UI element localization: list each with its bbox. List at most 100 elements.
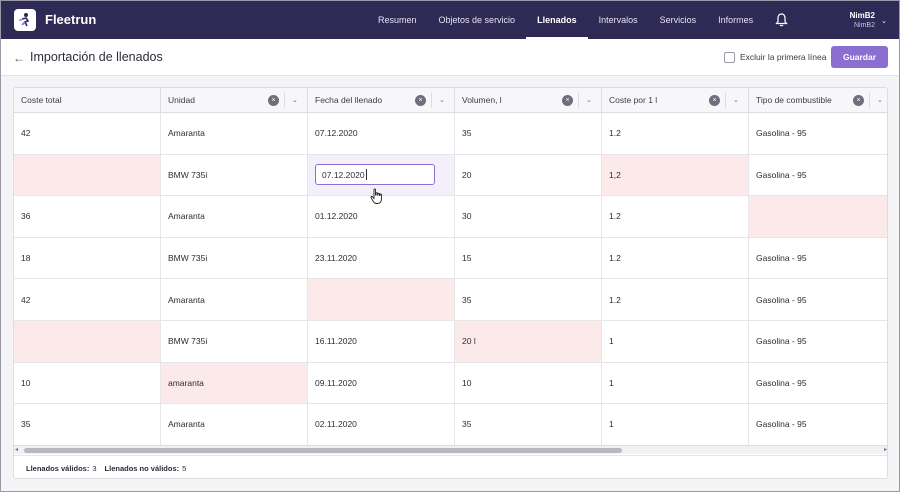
table-cell[interactable]: 1 (602, 404, 749, 445)
table-cell[interactable]: 1,2 (602, 154, 749, 196)
table-cell[interactable]: Gasolina - 95 (749, 238, 887, 279)
table-cell[interactable]: Amaranta (161, 404, 308, 445)
table-cell[interactable]: 1 (602, 321, 749, 362)
nav-servicios[interactable]: Servicios (659, 15, 697, 25)
chevron-down-icon[interactable]: ⌄ (877, 97, 883, 104)
cell-edit-input[interactable]: 07.12.2020 (315, 164, 435, 186)
table-cell[interactable]: 16.11.2020 (308, 321, 455, 362)
chevron-down-icon[interactable]: ⌄ (733, 97, 739, 104)
table-cell[interactable]: 35 (14, 404, 161, 445)
column-header-volumen-l[interactable]: Volumen, l × ⌄ (455, 88, 602, 113)
clear-column-icon[interactable]: × (562, 95, 573, 106)
header-divider (725, 93, 726, 108)
table-cell[interactable]: 18 (14, 237, 161, 279)
back-arrow-icon[interactable]: ← (13, 51, 25, 65)
nav-resumen[interactable]: Resumen (378, 15, 417, 25)
hand-cursor-icon (370, 188, 382, 204)
table-row: 36 Amaranta 01.12.2020 30 1.2 (14, 196, 887, 238)
nav-llenados[interactable]: Llenados (526, 1, 588, 39)
save-button[interactable]: Guardar (831, 46, 888, 68)
header-divider (284, 93, 285, 108)
clear-column-icon[interactable]: × (853, 95, 864, 106)
invalid-fills-label: Llenados no válidos: (104, 463, 180, 473)
bell-icon[interactable] (775, 13, 788, 27)
table-row: 42 Amaranta 35 1.2 Gasolina - 95 (14, 279, 887, 321)
table-cell[interactable]: 09.11.2020 (308, 362, 455, 404)
table-cell[interactable]: Gasolina - 95 (749, 113, 887, 154)
table-cell[interactable]: BMW 735i (161, 321, 308, 362)
column-header-unidad[interactable]: Unidad × ⌄ (161, 88, 308, 113)
table-cell[interactable]: 15 (455, 237, 602, 279)
table-cell[interactable]: 42 (14, 113, 161, 154)
column-header-label: Volumen, l (462, 95, 502, 105)
nav-intervalos[interactable]: Intervalos (598, 15, 638, 25)
clear-column-icon[interactable]: × (268, 95, 279, 106)
page-header: ← Importación de llenados Excluir la pri… (1, 39, 899, 76)
table-cell[interactable]: 20 l (455, 321, 602, 362)
column-header-coste-por-1-l[interactable]: Coste por 1 l × ⌄ (602, 88, 749, 113)
table-row: 18 BMW 735i 23.11.2020 15 1.2 Gasolina - 95 (14, 237, 887, 280)
table-cell[interactable]: BMW 735i (161, 154, 308, 196)
column-header-tipo-de-combustible[interactable]: Tipo de combustible × ⌄ (749, 88, 887, 113)
column-header-fecha-del-llenado[interactable]: Fecha del llenado × ⌄ (308, 88, 455, 113)
table-cell[interactable]: amaranta (161, 362, 308, 404)
table-cell[interactable]: 30 (455, 196, 602, 237)
table-cell[interactable]: 35 (455, 113, 602, 154)
table-cell[interactable] (749, 196, 887, 237)
import-table: Coste total Unidad × ⌄ Fecha del llenado × ⌄ Vo… (13, 87, 888, 479)
cell-edit-value: 07.12.2020 (322, 169, 365, 180)
table-cell[interactable]: 07.12.2020 (308, 154, 455, 196)
table-row: 35 Amaranta 02.11.2020 35 1 Gasolina - 95 (14, 404, 887, 446)
column-header-coste-total[interactable]: Coste total (14, 88, 161, 113)
table-cell[interactable]: Amaranta (161, 279, 308, 320)
table-cell[interactable]: 23.11.2020 (308, 237, 455, 279)
nav-informes[interactable]: Informes (718, 15, 754, 25)
table-cell[interactable]: 1.2 (602, 237, 749, 279)
nav-objetos-de-servicio[interactable]: Objetos de servicio (438, 15, 516, 25)
clear-column-icon[interactable]: × (709, 95, 720, 106)
table-cell[interactable]: Amaranta (161, 113, 308, 154)
table-cell[interactable]: Gasolina - 95 (749, 279, 887, 320)
page-title: Importación de llenados (30, 50, 163, 64)
table-cell[interactable]: 07.12.2020 (308, 113, 455, 154)
table-cell[interactable]: 1.2 (602, 113, 749, 154)
table-cell[interactable]: Gasolina - 95 (749, 155, 887, 196)
valid-fills-count: 3 (92, 463, 97, 473)
chevron-down-icon[interactable]: ⌄ (439, 97, 445, 104)
table-cell[interactable]: BMW 735i (161, 237, 308, 279)
table-cell[interactable] (14, 154, 161, 196)
scroll-right-icon[interactable]: ▸ (883, 447, 887, 453)
table-cell[interactable]: 42 (14, 279, 161, 320)
table-cell[interactable]: 10 (14, 362, 161, 404)
column-header-label: Coste total (21, 95, 62, 105)
chevron-down-icon[interactable]: ⌄ (292, 97, 298, 104)
exclude-first-line-label: Excluir la primera línea (740, 52, 827, 62)
table-cell[interactable]: 01.12.2020 (308, 196, 455, 237)
table-cell[interactable]: Gasolina - 95 (749, 321, 887, 362)
table-cell[interactable]: 10 (455, 362, 602, 404)
table-cell[interactable]: Gasolina - 95 (749, 363, 887, 404)
exclude-first-line-toggle[interactable]: Excluir la primera línea (724, 51, 826, 63)
scrollbar-thumb[interactable] (24, 448, 622, 453)
chevron-down-icon[interactable]: ⌄ (881, 18, 887, 25)
chevron-down-icon[interactable]: ⌄ (586, 97, 592, 104)
horizontal-scrollbar[interactable]: ◂ ▸ (14, 445, 887, 454)
clear-column-icon[interactable]: × (415, 95, 426, 106)
table-cell[interactable]: 1.2 (602, 196, 749, 237)
table-cell[interactable]: 1 (602, 362, 749, 404)
table-cell[interactable]: Amaranta (161, 196, 308, 237)
table-cell[interactable]: 20 (455, 154, 602, 196)
table-cell[interactable] (308, 279, 455, 320)
exclude-first-line-checkbox[interactable] (724, 51, 735, 63)
fleetrun-logo-icon[interactable] (14, 9, 36, 31)
scroll-left-icon[interactable]: ◂ (15, 447, 19, 453)
table-cell[interactable]: 36 (14, 196, 161, 237)
table-cell[interactable]: Gasolina - 95 (749, 404, 887, 445)
user-menu[interactable]: NimB2 NimB2 (835, 10, 875, 30)
table-cell[interactable]: 35 (455, 279, 602, 320)
table-cell[interactable]: 02.11.2020 (308, 404, 455, 445)
table-cell[interactable] (14, 321, 161, 362)
table-cell[interactable]: 35 (455, 404, 602, 445)
table-cell[interactable]: 1.2 (602, 279, 749, 320)
header-divider (578, 93, 579, 108)
